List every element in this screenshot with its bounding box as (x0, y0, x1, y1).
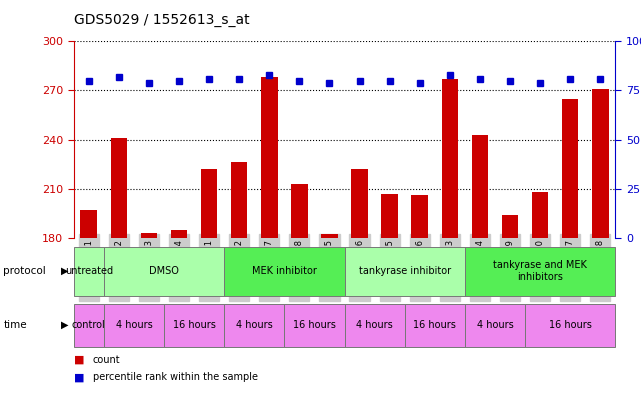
Text: protocol: protocol (3, 266, 46, 276)
Bar (442, 79, 458, 238)
Bar (525, 303, 615, 347)
Bar (224, 247, 345, 296)
Text: count: count (93, 354, 121, 365)
Text: tankyrase inhibitor: tankyrase inhibitor (359, 266, 451, 276)
Text: GDS5029 / 1552613_s_at: GDS5029 / 1552613_s_at (74, 13, 249, 27)
Bar (74, 303, 104, 347)
Bar (345, 303, 404, 347)
Text: 4 hours: 4 hours (356, 320, 393, 330)
Bar (164, 303, 224, 347)
Bar (351, 169, 368, 238)
Text: ▶: ▶ (61, 266, 69, 276)
Text: 16 hours: 16 hours (549, 320, 592, 330)
Bar (171, 230, 187, 238)
Bar (261, 77, 278, 238)
Bar (321, 235, 338, 238)
Bar (140, 233, 157, 238)
Bar (502, 215, 519, 238)
Text: time: time (3, 320, 27, 330)
Text: 4 hours: 4 hours (477, 320, 513, 330)
Text: control: control (72, 320, 106, 330)
Bar (381, 193, 398, 238)
Bar (592, 89, 608, 238)
Bar (201, 169, 217, 238)
Text: ■: ■ (74, 354, 84, 365)
Bar (104, 303, 164, 347)
Text: untreated: untreated (65, 266, 113, 276)
Text: tankyrase and MEK
inhibitors: tankyrase and MEK inhibitors (493, 261, 587, 282)
Text: 16 hours: 16 hours (413, 320, 456, 330)
Bar (104, 247, 224, 296)
Bar (465, 247, 615, 296)
Bar (231, 162, 247, 238)
Text: DMSO: DMSO (149, 266, 179, 276)
Text: ■: ■ (74, 372, 84, 382)
Bar (291, 184, 308, 238)
Bar (81, 210, 97, 238)
Bar (532, 192, 549, 238)
Text: 16 hours: 16 hours (172, 320, 215, 330)
Text: 4 hours: 4 hours (236, 320, 272, 330)
Bar (345, 247, 465, 296)
Text: percentile rank within the sample: percentile rank within the sample (93, 372, 258, 382)
Bar (465, 303, 525, 347)
Bar (404, 303, 465, 347)
Bar (111, 138, 127, 238)
Bar (224, 303, 285, 347)
Bar (285, 303, 345, 347)
Text: MEK inhibitor: MEK inhibitor (252, 266, 317, 276)
Text: ▶: ▶ (61, 320, 69, 330)
Bar (562, 99, 578, 238)
Text: 16 hours: 16 hours (293, 320, 336, 330)
Bar (472, 134, 488, 238)
Bar (74, 247, 104, 296)
Text: 4 hours: 4 hours (115, 320, 153, 330)
Bar (412, 195, 428, 238)
